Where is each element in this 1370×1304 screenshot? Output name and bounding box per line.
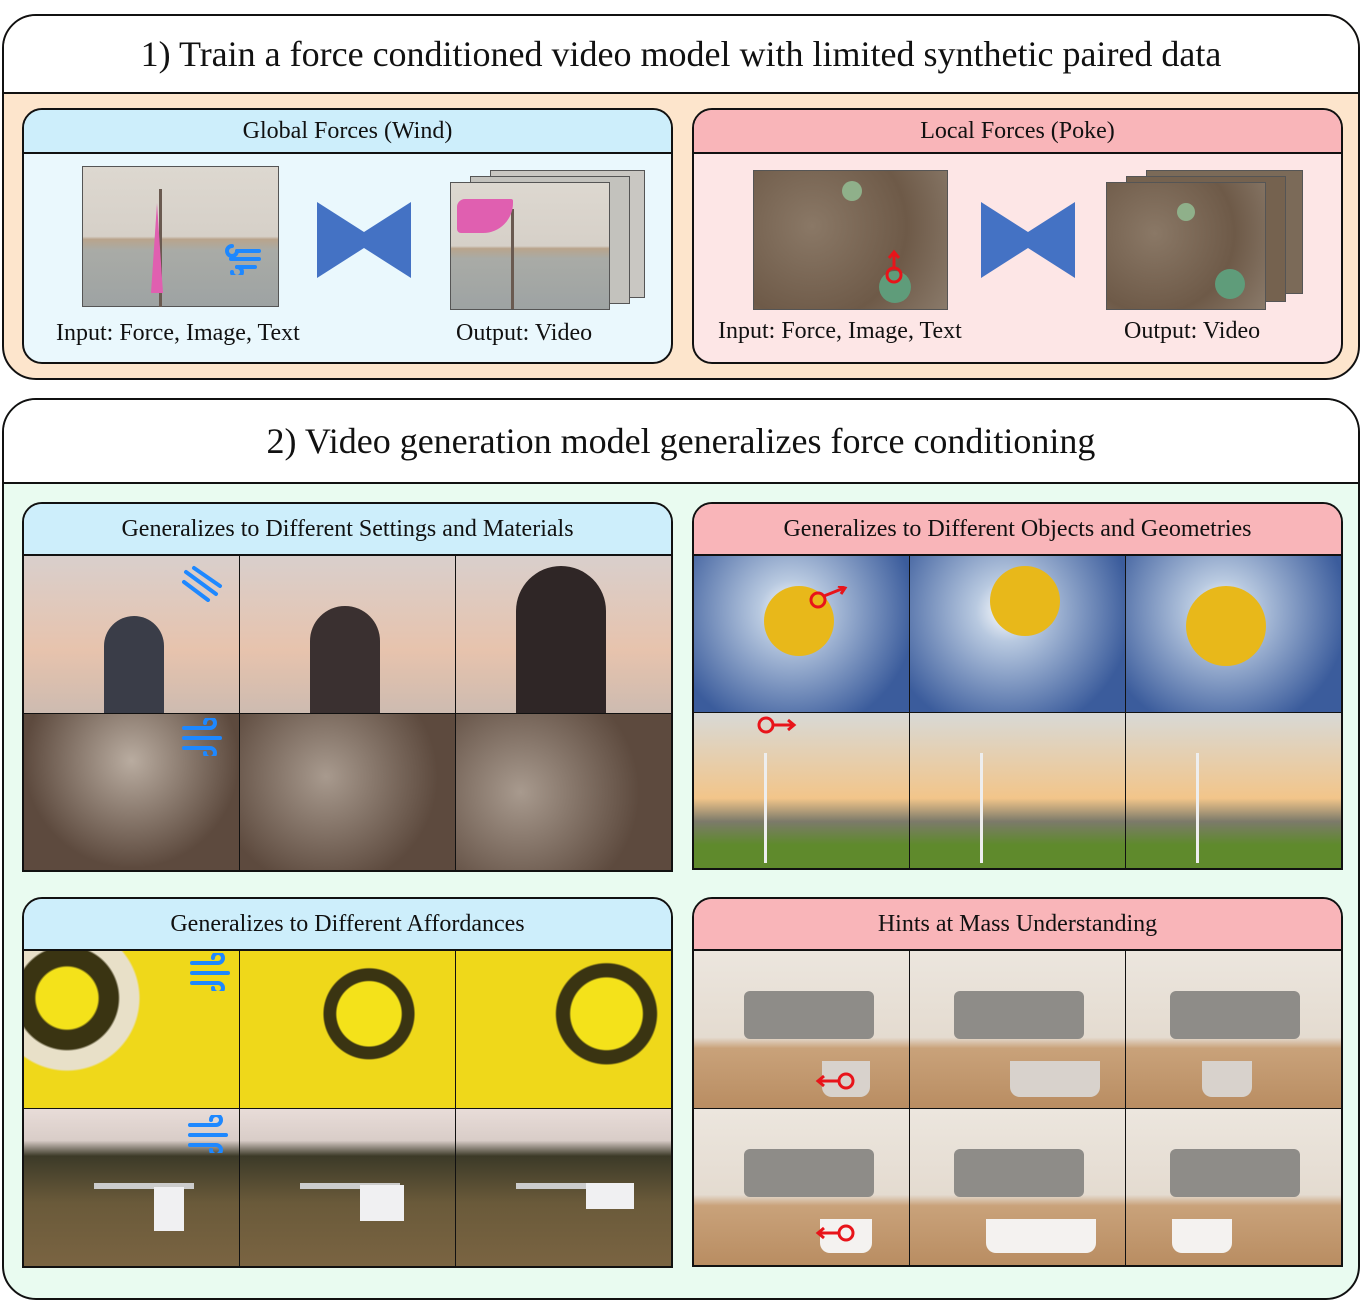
lantern-frame-3 (456, 951, 671, 1108)
mass-understanding-panel: Hints at Mass Understanding (692, 897, 1343, 1267)
full-basket-frame-2 (910, 951, 1125, 1108)
objects-geometries-panel: Generalizes to Different Objects and Geo… (692, 502, 1343, 870)
wind-icon (182, 717, 222, 756)
panel-title: Generalizes to Different Settings and Ma… (24, 504, 671, 556)
hair-frame-1 (24, 556, 239, 713)
full-basket-frame-3 (1126, 951, 1341, 1108)
panel-title: Hints at Mass Understanding (694, 899, 1341, 951)
ironing-frame-1 (24, 1109, 239, 1266)
lantern-frame-1 (24, 951, 239, 1108)
poke-arrow-icon (815, 1072, 855, 1090)
sunflower-frame-1 (694, 556, 909, 712)
empty-basket-frame-2 (910, 1108, 1125, 1265)
panel-title: Global Forces (Wind) (24, 110, 671, 154)
output-label: Output: Video (1124, 318, 1261, 344)
turbine-frame-2 (910, 712, 1125, 868)
steam-frame-1 (24, 713, 239, 870)
panel-title: Generalizes to Different Objects and Geo… (694, 504, 1341, 556)
empty-basket-frame-1 (694, 1108, 909, 1265)
input-label: Input: Force, Image, Text (718, 318, 962, 344)
steam-frame-2 (240, 713, 455, 870)
ball-input-image (753, 170, 948, 310)
output-label: Output: Video (456, 320, 593, 346)
section-1-title: 1) Train a force conditioned video model… (4, 16, 1358, 94)
hair-frame-3 (456, 556, 671, 713)
wind-icon (182, 566, 222, 602)
poke-arrow-icon (809, 586, 848, 609)
bowtie-model-icon (317, 202, 411, 278)
lantern-frame-2 (240, 951, 455, 1108)
full-basket-frame-1 (694, 951, 909, 1108)
poke-arrow-icon (757, 716, 797, 733)
settings-materials-panel: Generalizes to Different Settings and Ma… (22, 502, 673, 872)
wind-icon (188, 1115, 228, 1153)
section-2-title: 2) Video generation model generalizes fo… (4, 400, 1358, 484)
flag-input-image (82, 166, 279, 307)
sunflower-frame-2 (910, 556, 1125, 712)
poke-arrow-icon (885, 249, 903, 284)
panel-title: Local Forces (Poke) (694, 110, 1341, 154)
hair-frame-2 (240, 556, 455, 713)
ironing-frame-3 (456, 1109, 671, 1266)
wind-icon (190, 953, 230, 991)
local-forces-panel: Local Forces (Poke) Input: Force, Image,… (692, 108, 1343, 364)
steam-frame-3 (456, 713, 671, 870)
empty-basket-frame-3 (1126, 1108, 1341, 1265)
poke-arrow-icon (815, 1224, 855, 1241)
section-1-box: 1) Train a force conditioned video model… (2, 14, 1360, 380)
ball-output-frame (1106, 182, 1266, 310)
turbine-frame-1 (694, 712, 909, 868)
turbine-frame-3 (1126, 712, 1341, 868)
sunflower-frame-3 (1126, 556, 1341, 712)
bowtie-model-icon (981, 202, 1075, 278)
section-2-box: 2) Video generation model generalizes fo… (2, 398, 1360, 1300)
ironing-frame-2 (240, 1109, 455, 1266)
panel-title: Generalizes to Different Affordances (24, 899, 671, 951)
wind-icon (225, 244, 261, 275)
input-label: Input: Force, Image, Text (56, 320, 300, 346)
affordances-panel: Generalizes to Different Affordances (22, 897, 673, 1268)
global-forces-panel: Global Forces (Wind) Input: Force, Image… (22, 108, 673, 364)
flag-output-frame (450, 182, 610, 310)
